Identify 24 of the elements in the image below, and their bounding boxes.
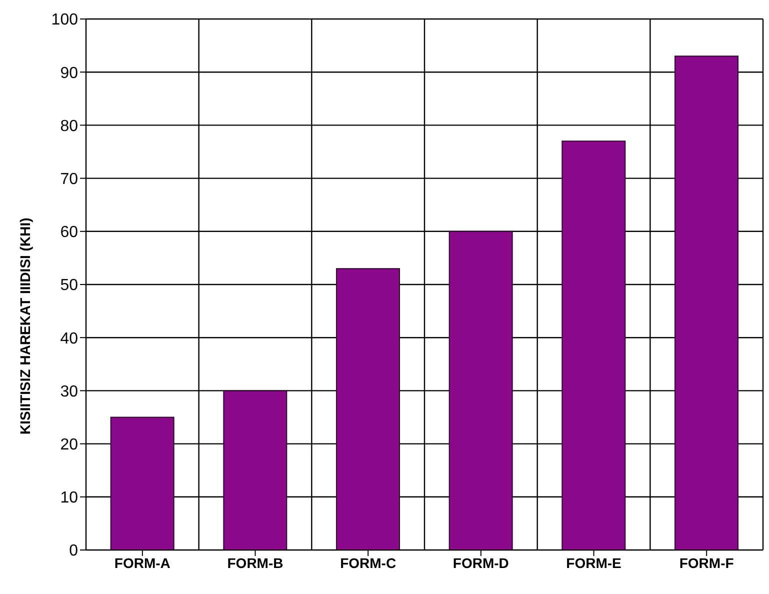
y-tick-label: 80: [60, 118, 78, 135]
x-tick-label: FORM-E: [566, 554, 622, 571]
y-tick-label: 70: [60, 170, 78, 188]
x-tick-label: FORM-F: [679, 554, 734, 571]
x-tick-label: FORM-C: [340, 554, 396, 571]
bar: [562, 140, 626, 550]
bar: [336, 268, 400, 550]
bar: [674, 56, 738, 550]
y-tick-label: 50: [60, 277, 78, 294]
y-tick-label: 90: [60, 64, 78, 82]
y-tick-label: 30: [60, 383, 78, 400]
y-tick-label: 10: [60, 490, 78, 507]
y-tick-label: 100: [51, 12, 78, 29]
y-axis-title: KISIITISIZ HAREKAT IIIDISI (KHI): [16, 218, 33, 434]
x-tick-label: FORM-A: [114, 554, 170, 571]
y-tick-label: 20: [60, 436, 78, 454]
bar: [223, 390, 288, 550]
y-tick-label: 0: [69, 542, 78, 560]
bar: [448, 230, 513, 550]
bar: [110, 416, 174, 550]
y-tick-label: 40: [60, 330, 78, 348]
x-tick-label: FORM-B: [227, 554, 284, 571]
x-tick-label: FORM-D: [452, 554, 509, 571]
y-tick-label: 60: [60, 224, 78, 242]
